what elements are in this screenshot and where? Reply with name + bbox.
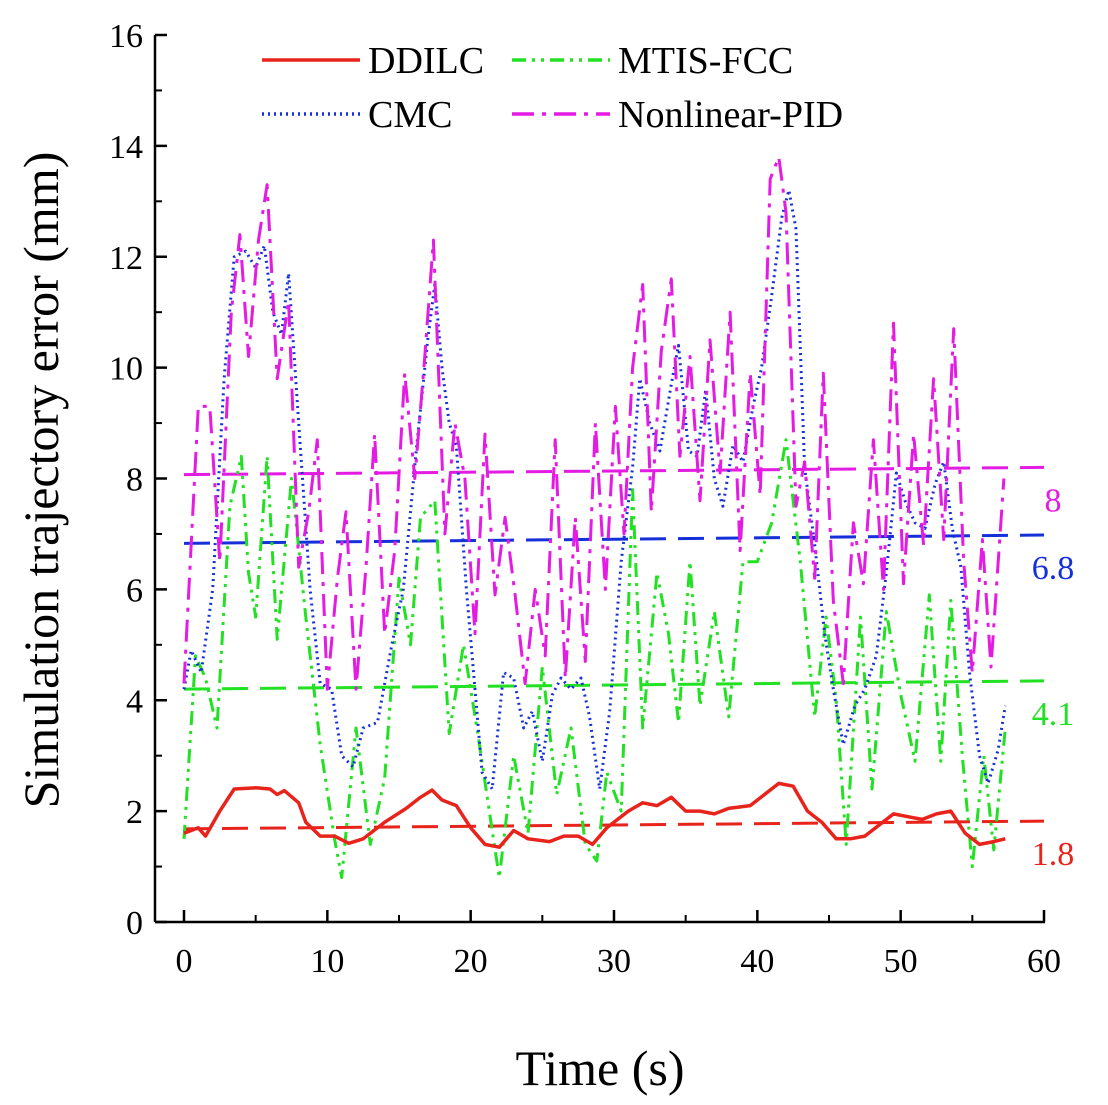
series-nonlinear-pid-line [182,155,1006,691]
mean-value-label: 1.8 [1032,836,1075,873]
y-tick-label: 14 [109,129,143,166]
legend-label: MTIS-FCC [618,40,793,82]
mean-value-label: 4.1 [1032,696,1075,733]
axes: 0 2 4 6 8 10 12 14 16 0 10 20 30 40 50 60 [109,18,1061,980]
series-ddilc-line [183,781,1006,849]
legend-label: Nonlinear-PID [618,94,843,136]
y-tick-label: 8 [126,462,143,499]
x-tick-label: 30 [597,943,631,980]
x-tick-label: 60 [1027,943,1061,980]
mean-value-label: 6.8 [1032,550,1075,587]
y-tick-label: 12 [109,240,143,277]
x-tick-label: 20 [454,943,488,980]
y-tick-label: 10 [109,351,143,388]
mean-line-nonlinear-pid [183,465,1045,477]
legend-label: DDILC [368,40,484,82]
legend: DDILC MTIS-FCC CMC Nonlinear-PID [262,40,843,136]
mean-line-ddilc [183,819,1045,831]
y-tick-label: 16 [109,18,143,55]
y-axis-label: Simulation trajectory error (mm) [13,152,69,809]
mean-value-label: 8 [1045,482,1062,519]
series-lines [182,155,1007,880]
x-tick-label: 40 [740,943,774,980]
y-tick-label: 4 [126,683,143,720]
x-tick-label: 50 [884,943,918,980]
mean-lines: 1.8 4.1 6.8 8 [183,465,1075,873]
x-tick-label: 10 [310,943,344,980]
series-mtis-fcc-line [182,438,1007,880]
y-tick-label: 2 [126,794,143,831]
y-tick-label: 6 [126,572,143,609]
x-tick-label: 0 [176,943,193,980]
y-tick-label: 0 [126,905,143,942]
mean-line-mtis-fcc [183,679,1045,691]
x-axis-label: Time (s) [515,1040,684,1096]
series-cmc-line [182,188,1007,791]
mean-line-cmc [183,533,1045,545]
legend-label: CMC [368,94,452,136]
